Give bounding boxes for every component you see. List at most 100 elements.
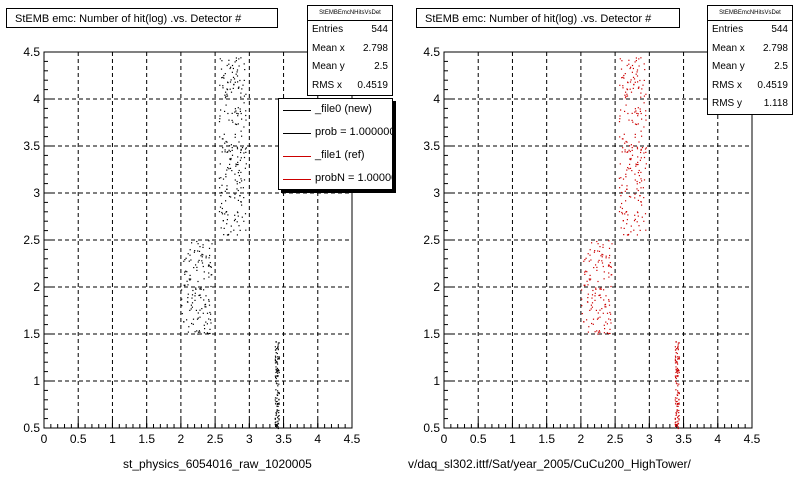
data-point <box>208 264 210 266</box>
data-point <box>277 403 279 405</box>
data-point <box>678 383 680 385</box>
data-point <box>630 91 633 93</box>
data-point <box>620 177 622 179</box>
data-point <box>599 246 601 248</box>
data-point <box>677 403 679 405</box>
data-point <box>588 278 590 280</box>
data-point <box>677 347 679 349</box>
data-point <box>584 273 586 275</box>
y-tick-label: 1 <box>33 374 40 388</box>
data-point <box>239 229 241 231</box>
data-point <box>275 425 277 427</box>
data-point <box>589 254 591 256</box>
data-point <box>583 321 585 323</box>
data-point <box>228 119 230 121</box>
x-tick-label: 0.5 <box>470 432 487 446</box>
data-point <box>238 225 240 227</box>
legend-entry: probN = 1.000000 <box>279 168 392 189</box>
data-point <box>602 244 604 246</box>
data-point <box>620 68 623 70</box>
data-point <box>589 249 591 251</box>
data-point <box>278 342 280 344</box>
data-point <box>275 376 277 378</box>
data-point <box>677 358 679 360</box>
data-point <box>209 311 211 314</box>
data-point <box>201 253 203 255</box>
data-point <box>243 79 245 81</box>
data-point <box>636 221 638 223</box>
data-point <box>226 151 228 153</box>
data-point <box>237 123 239 125</box>
data-point <box>636 75 639 77</box>
data-point <box>590 304 592 306</box>
data-point <box>238 175 240 177</box>
data-point <box>230 66 232 68</box>
data-point <box>609 319 612 321</box>
data-point <box>677 345 679 348</box>
data-point <box>276 425 278 427</box>
data-point <box>197 250 199 252</box>
data-point <box>586 319 588 321</box>
data-point <box>636 180 638 183</box>
data-point <box>644 69 646 71</box>
data-point <box>206 312 209 314</box>
data-point <box>677 342 679 344</box>
data-point <box>211 274 213 276</box>
data-point <box>636 112 638 114</box>
data-point <box>626 219 628 221</box>
data-point <box>201 256 203 258</box>
data-point <box>619 115 621 117</box>
data-point <box>674 418 676 420</box>
x-tick-label: 4.5 <box>344 432 361 446</box>
data-point <box>202 244 204 246</box>
data-point <box>201 260 203 262</box>
data-point <box>191 294 194 296</box>
data-point <box>640 201 642 203</box>
data-point <box>637 161 639 163</box>
data-point <box>597 317 599 319</box>
data-point <box>636 146 638 148</box>
data-point <box>677 363 679 365</box>
data-point <box>186 271 188 273</box>
data-point <box>637 81 639 83</box>
data-point <box>236 71 238 73</box>
data-point <box>278 369 280 372</box>
data-point <box>591 294 594 296</box>
data-point <box>604 328 606 330</box>
y-tick-label: 4 <box>433 92 440 106</box>
data-point <box>645 151 647 153</box>
x-tick-label: 4 <box>714 432 721 446</box>
data-point <box>211 243 213 245</box>
data-point <box>678 418 680 420</box>
data-point <box>643 63 645 65</box>
data-point <box>218 121 221 123</box>
data-point <box>607 265 610 267</box>
data-point <box>636 183 638 185</box>
data-point <box>181 298 183 300</box>
data-point <box>593 267 595 269</box>
data-point <box>196 318 199 320</box>
data-point <box>631 119 633 121</box>
data-point <box>204 306 206 308</box>
data-point <box>599 316 601 318</box>
legend-label: prob = 1.000000 <box>315 126 393 138</box>
data-point <box>208 272 210 274</box>
data-point <box>605 295 607 297</box>
data-point <box>627 112 629 115</box>
data-point <box>625 200 627 202</box>
data-point <box>278 403 280 405</box>
data-point <box>276 361 278 363</box>
data-point <box>275 414 277 416</box>
data-point <box>639 195 641 197</box>
legend-line-marker <box>283 133 311 134</box>
x-tick-label: 3 <box>246 432 253 446</box>
data-point <box>218 177 220 179</box>
data-point <box>675 375 677 377</box>
data-point <box>634 173 636 175</box>
data-point <box>226 169 228 171</box>
data-point <box>677 349 679 351</box>
data-point <box>278 409 280 412</box>
data-point <box>231 154 234 156</box>
data-point <box>636 71 638 73</box>
data-point <box>584 271 586 273</box>
